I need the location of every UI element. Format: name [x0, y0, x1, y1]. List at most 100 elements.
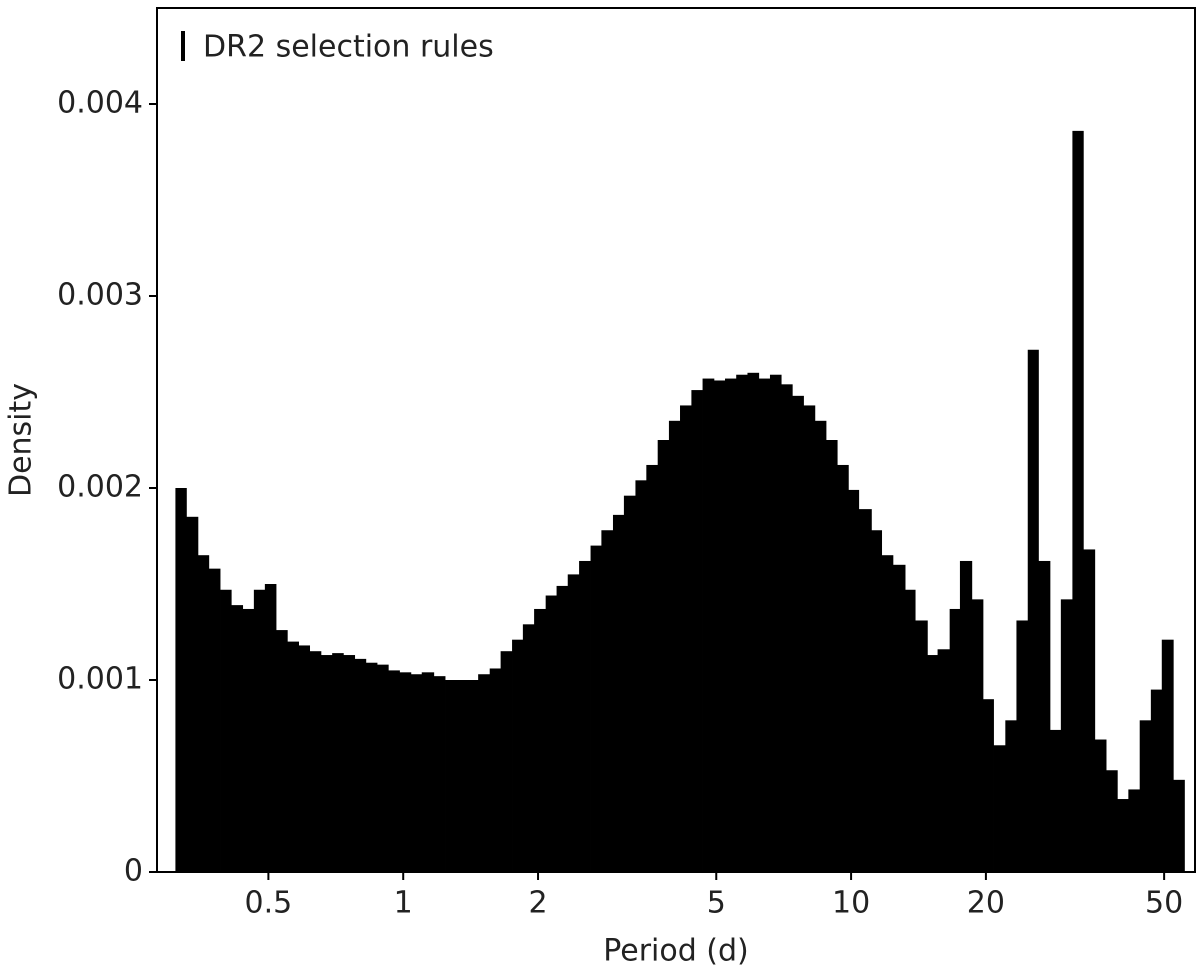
bar	[736, 374, 748, 872]
bar	[500, 651, 513, 872]
bar	[905, 589, 916, 872]
bar	[1027, 349, 1039, 872]
bar	[208, 568, 221, 872]
bar	[758, 378, 771, 872]
bar	[388, 670, 400, 872]
bar	[489, 668, 502, 872]
y-tick-label: 0.004	[57, 86, 143, 121]
bar	[1072, 130, 1084, 872]
y-tick-label: 0.001	[57, 662, 143, 697]
bar	[175, 488, 187, 872]
bar	[871, 530, 883, 872]
bar	[825, 440, 838, 872]
bar	[1128, 789, 1141, 872]
bar	[657, 440, 670, 872]
x-axis-label: Period (d)	[603, 934, 749, 969]
bar	[478, 674, 491, 872]
bar	[915, 620, 928, 872]
bar	[747, 372, 760, 872]
bar	[680, 405, 692, 872]
bar	[848, 489, 860, 872]
bar	[455, 680, 468, 872]
x-tick-label: 1	[394, 886, 413, 921]
legend-swatch	[181, 31, 185, 61]
bar	[1106, 770, 1118, 872]
bar	[467, 680, 479, 872]
y-tick-label: 0.002	[57, 470, 143, 505]
bar	[881, 555, 894, 872]
bar	[1038, 560, 1051, 872]
y-tick-label: 0	[124, 854, 143, 889]
bar	[377, 664, 389, 872]
bar	[982, 699, 994, 872]
bar	[1150, 689, 1163, 872]
bar	[264, 584, 277, 872]
bar	[858, 509, 872, 872]
bar	[556, 585, 569, 872]
x-tick-label: 10	[832, 886, 870, 921]
bar	[601, 530, 614, 872]
bar	[971, 599, 984, 872]
bar	[837, 464, 849, 872]
bar	[1139, 720, 1152, 872]
bar	[421, 672, 435, 872]
bar	[1016, 620, 1029, 872]
legend-label: DR2 selection rules	[203, 30, 494, 65]
bar	[792, 395, 804, 872]
bar	[1060, 599, 1073, 872]
y-tick-label: 0.003	[57, 278, 143, 313]
bar	[1005, 720, 1017, 872]
bar	[253, 589, 266, 872]
bar	[725, 378, 737, 872]
bar	[959, 560, 973, 872]
bar	[186, 516, 199, 872]
bar	[702, 378, 715, 872]
bar	[769, 374, 782, 872]
x-tick-label: 20	[967, 886, 1005, 921]
bar	[1094, 739, 1107, 872]
bar	[612, 514, 625, 872]
bar	[668, 420, 681, 872]
bar	[354, 658, 367, 872]
bar	[512, 639, 524, 872]
bar	[691, 390, 703, 872]
x-tick-label: 2	[528, 886, 547, 921]
bar	[343, 655, 356, 872]
bar	[713, 380, 726, 872]
bar	[545, 595, 557, 872]
bar	[1117, 799, 1129, 872]
bar	[433, 676, 446, 872]
bar	[803, 405, 816, 872]
bar	[276, 630, 288, 872]
bar	[567, 574, 580, 872]
bar	[399, 672, 412, 872]
bar	[635, 480, 647, 872]
bar	[993, 745, 1006, 872]
bar	[197, 555, 210, 872]
bar	[445, 680, 457, 872]
bar	[646, 464, 659, 872]
bar	[332, 653, 344, 872]
bar	[1083, 549, 1096, 872]
bar	[781, 384, 793, 872]
x-tick-label: 50	[1145, 886, 1183, 921]
bar	[298, 645, 311, 872]
plot-frame	[156, 7, 1196, 873]
bar	[365, 662, 378, 872]
bar	[231, 605, 244, 872]
bar	[220, 589, 232, 872]
bar	[579, 560, 591, 872]
bar	[410, 674, 423, 872]
bar	[590, 545, 602, 872]
bar	[522, 624, 535, 872]
x-tick-label: 5	[707, 886, 726, 921]
bar	[309, 651, 322, 872]
bar	[1173, 779, 1185, 872]
bar	[937, 649, 951, 872]
bar	[892, 564, 906, 872]
bar	[1049, 729, 1062, 872]
bar	[1161, 639, 1174, 872]
bar	[320, 655, 333, 872]
bar	[287, 641, 299, 872]
